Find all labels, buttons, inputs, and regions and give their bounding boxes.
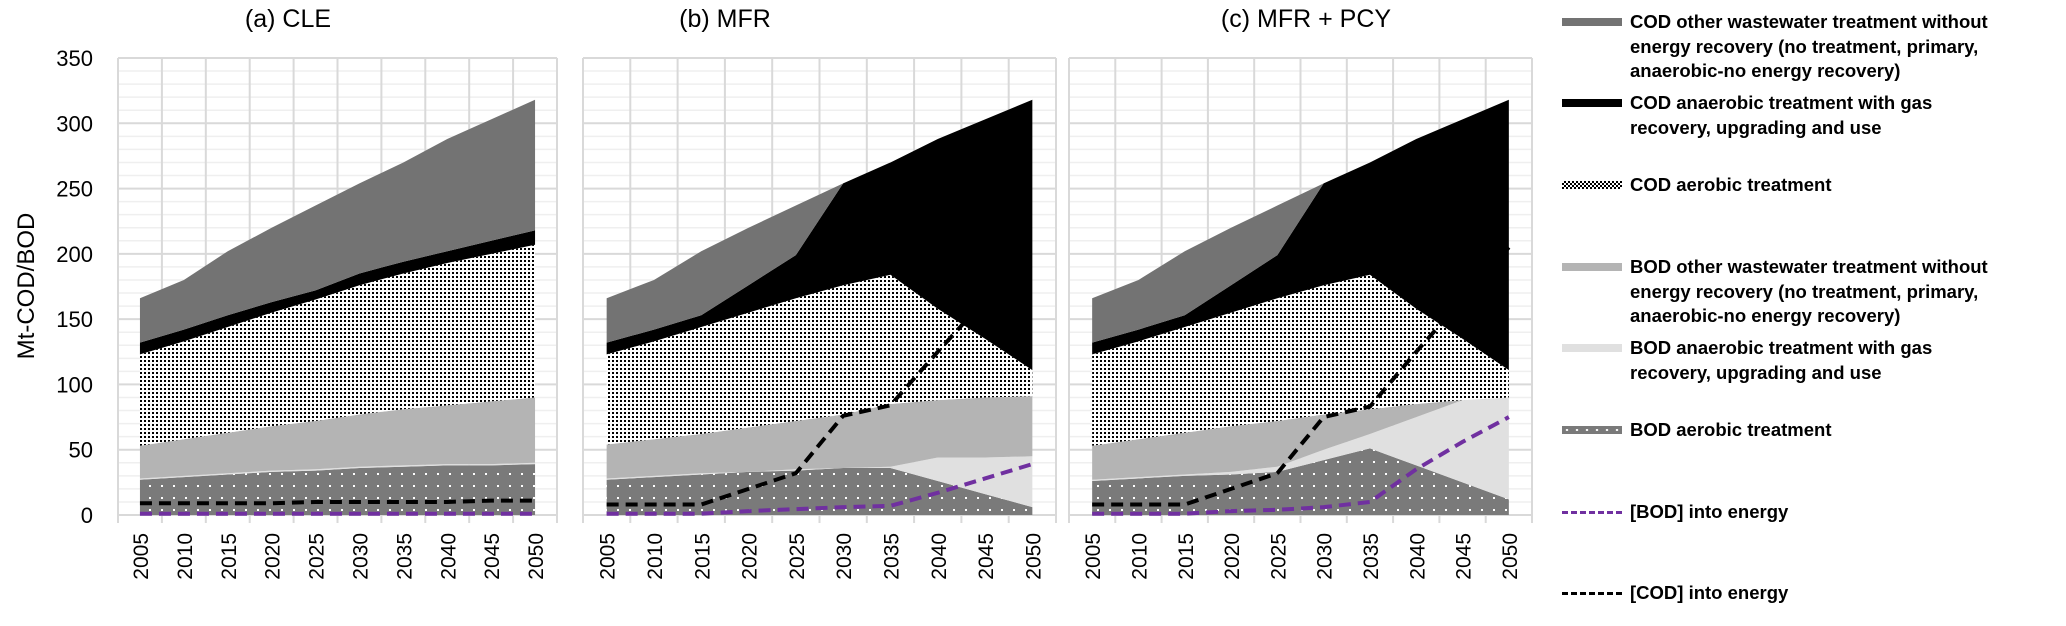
area-cod-anaer — [139, 230, 536, 355]
line-cod-energy — [139, 498, 536, 506]
area-bod-anaer — [1092, 397, 1509, 500]
legend-swatch — [1562, 99, 1622, 107]
y-tick-label: 300 — [56, 111, 93, 136]
legend-label: anaerobic-no energy recovery) — [1630, 305, 1901, 326]
y-tick-label: 0 — [81, 503, 93, 528]
panel-c: 2005 2010 2015 2020 2025 2030 2035 2040 2045 2050 — [1068, 57, 1533, 580]
y-tick-label: 50 — [69, 438, 93, 463]
legend-swatch — [1562, 18, 1622, 26]
legend-label: [COD] into energy — [1630, 582, 1789, 603]
area-cod-anaer — [606, 99, 1033, 371]
x-tick-label: 2045 — [975, 533, 998, 580]
x-tick-label: 2015 — [1175, 533, 1198, 580]
x-tick-label: 2045 — [1453, 533, 1476, 580]
x-tick-label: 2030 — [349, 533, 372, 580]
y-axis-label: Mt-COD/BOD — [13, 213, 40, 360]
area-cod-anaer — [1092, 99, 1509, 371]
line-bod-energy — [1092, 415, 1510, 516]
area-cod-aer — [139, 244, 536, 446]
x-tick-label: 2050 — [525, 533, 548, 580]
legend-label: COD aerobic treatment — [1630, 174, 1832, 195]
y-tick-label: 350 — [56, 46, 93, 71]
y-tick-label: 150 — [56, 307, 93, 332]
x-tick-label: 2045 — [481, 533, 504, 580]
x-tick-label: 2010 — [174, 533, 197, 580]
area-bod-anaer — [139, 462, 536, 480]
legend-swatch — [1562, 511, 1622, 514]
x-tick-label: 2005 — [130, 533, 153, 580]
line-bod-energy — [606, 462, 1033, 516]
area-cod-aer — [1092, 274, 1509, 446]
panel-title-b: (b) MFR — [679, 5, 771, 33]
legend-label: COD other wastewater treatment without — [1630, 11, 1988, 32]
legend-label: anaerobic-no energy recovery) — [1630, 60, 1901, 81]
x-tick-label: 2010 — [644, 533, 667, 580]
y-tick-label: 100 — [56, 372, 93, 397]
x-tick-label: 2010 — [1128, 533, 1151, 580]
panel-title-a: (a) CLE — [244, 5, 332, 33]
legend-swatch — [1562, 181, 1622, 189]
x-tick-label: 2040 — [437, 533, 460, 580]
x-tick-label: 2025 — [786, 533, 809, 580]
area-cod-other — [139, 99, 536, 343]
legend-label: BOD other wastewater treatment without — [1630, 256, 1988, 277]
x-tick-label: 2040 — [1406, 533, 1429, 580]
legend-label: BOD aerobic treatment — [1630, 419, 1832, 440]
panel-title-c: (c) MFR + PCY — [1220, 5, 1392, 33]
legend-swatch — [1562, 592, 1622, 595]
area-bod-aer — [1092, 448, 1509, 515]
legend-label: recovery, upgrading and use — [1630, 116, 1882, 138]
x-tick-label: 2015 — [218, 533, 241, 580]
legend-label: energy recovery (no treatment, primary, — [1630, 280, 1979, 302]
x-tick-label: 2050 — [1499, 533, 1522, 580]
panel-b: 2005 2010 2015 2020 2025 2030 2035 2040 2045 2050 — [582, 57, 1057, 580]
legend-label: BOD anaerobic treatment with gas — [1630, 337, 1933, 358]
area-cod-other — [1092, 99, 1509, 343]
x-tick-label: 2025 — [306, 533, 329, 580]
legend-swatch — [1562, 344, 1622, 352]
legend-label: [BOD] into energy — [1630, 501, 1789, 522]
x-tick-label: 2035 — [880, 533, 903, 580]
area-bod-anaer — [606, 456, 1033, 508]
x-tick-label: 2020 — [1221, 533, 1244, 580]
x-tick-label: 2030 — [833, 533, 856, 580]
x-tick-label: 2035 — [393, 533, 416, 580]
legend-label: recovery, upgrading and use — [1630, 361, 1882, 383]
x-tick-label: 2050 — [1022, 533, 1045, 580]
area-bod-other — [606, 396, 1033, 479]
x-tick-label: 2030 — [1314, 533, 1337, 580]
area-bod-other — [139, 397, 536, 479]
x-tick-label: 2020 — [262, 533, 285, 580]
area-cod-aer — [606, 274, 1033, 445]
y-tick-label: 250 — [56, 177, 93, 202]
x-tick-label: 2040 — [928, 533, 951, 580]
x-tick-label: 2020 — [739, 533, 762, 580]
x-tick-label: 2005 — [1082, 533, 1105, 580]
y-tick-label: 200 — [56, 242, 93, 267]
x-tick-label: 2025 — [1267, 533, 1290, 580]
line-cod-energy — [606, 245, 1034, 507]
legend: COD other wastewater treatment without en… — [1562, 0, 2066, 626]
area-bod-other — [1092, 397, 1509, 480]
x-tick-label: 2005 — [597, 533, 620, 580]
area-bod-aer — [606, 467, 1033, 515]
area-cod-other — [606, 99, 1033, 343]
x-tick-label: 2035 — [1360, 533, 1383, 580]
legend-swatch — [1562, 263, 1622, 271]
panel-a: 2005 2010 2015 2020 2025 2030 2035 2040 2045 2050… — [56, 46, 558, 580]
legend-swatch — [1562, 426, 1622, 434]
legend-label: COD anaerobic treatment with gas — [1630, 92, 1933, 113]
legend-label: energy recovery (no treatment, primary, — [1630, 35, 1979, 57]
x-tick-label: 2015 — [691, 533, 714, 580]
